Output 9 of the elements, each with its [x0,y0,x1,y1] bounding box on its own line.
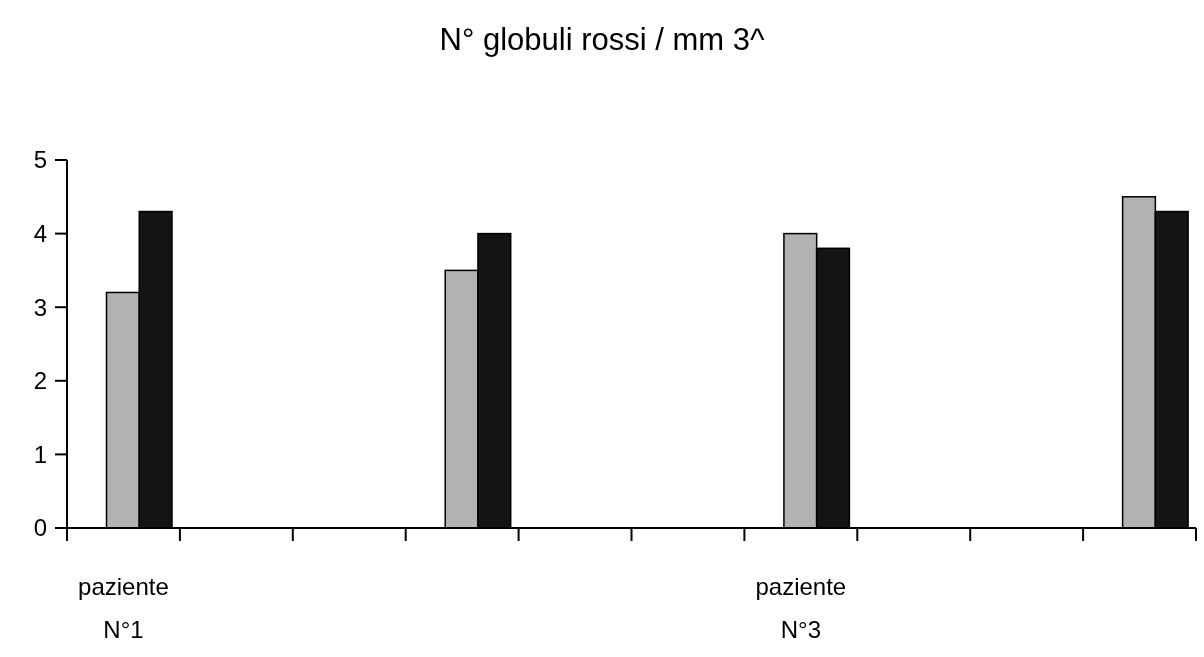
x-tick-label: paziente N°3 [755,573,847,643]
y-tick-label: 0 [33,514,47,542]
y-tick-label: 2 [33,367,47,395]
y-tick-label: 5 [33,146,47,174]
chart-title: N° globuli rossi / mm 3^ [439,22,765,57]
y-tick-label: 3 [33,293,47,321]
x-tick-label: paziente N°1 [78,573,169,643]
y-tick-label: 4 [33,220,47,247]
y-tick-label: 1 [33,440,47,468]
